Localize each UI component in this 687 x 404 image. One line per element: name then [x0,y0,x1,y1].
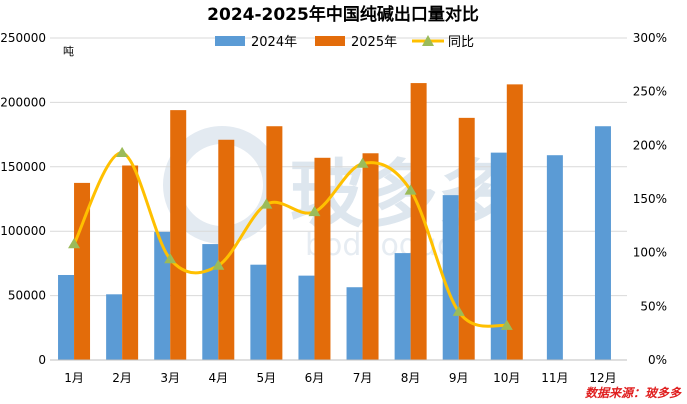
legend-label-0: 2024年 [251,35,297,50]
yoy-marker-7 [404,184,417,195]
yoy-marker-5 [308,205,321,217]
bar-0-9 [490,152,507,360]
bar-1-4 [266,126,283,360]
legend-swatch-0 [215,36,245,46]
yoy-marker-6 [356,157,369,168]
left-tick-label: 0 [38,353,46,367]
yoy-marker-2 [164,253,177,264]
yoy-marker-3 [212,259,225,270]
bar-1-2 [170,110,187,361]
bar-1-9 [506,84,523,361]
line-series [68,146,513,330]
x-tick-label: 2月 [112,371,132,385]
legend-label-2: 同比 [448,35,474,50]
right-tick-label: 100% [633,246,667,260]
x-tick-label: 11月 [541,371,568,385]
x-tick-label: 9月 [449,371,469,385]
right-tick-label: 200% [633,138,667,152]
legend-swatch-1 [315,36,345,46]
bar-0-11 [594,126,611,360]
bar-0-8 [442,195,459,360]
right-tick-label: 250% [633,85,667,99]
legend: 2024年 2025年 同比 [215,35,474,50]
bar-1-6 [362,153,379,360]
bar-series [58,83,611,361]
left-tick-label: 150000 [0,160,46,174]
unit-label: 吨 [63,45,74,58]
x-tick-label: 10月 [493,371,520,385]
right-tick-label: 50% [640,299,667,313]
yoy-marker-9 [500,319,513,330]
bar-0-1 [106,294,123,360]
left-axis-ticks: 0 50000 100000 150000 200000 250000 [0,31,46,367]
bar-1-8 [458,117,475,360]
x-tick-label: 5月 [257,371,277,385]
bar-1-3 [218,139,235,360]
left-tick-label: 100000 [0,224,46,238]
left-tick-label: 50000 [8,289,46,303]
yoy-marker-0 [68,238,81,249]
right-tick-label: 0% [648,353,667,367]
x-tick-label: 4月 [208,371,228,385]
x-axis-ticks: 1月 2月 3月 4月 5月 6月 7月 8月 9月 10月 11月 12月 [64,371,616,385]
bar-0-5 [298,275,315,360]
left-tick-label: 250000 [0,31,46,45]
x-tick-label: 12月 [589,371,616,385]
legend-marker-2 [422,35,434,46]
bar-0-3 [202,244,219,360]
bar-0-0 [58,274,75,360]
bar-1-1 [122,165,139,360]
right-tick-label: 300% [633,31,667,45]
x-tick-label: 3月 [160,371,180,385]
bar-1-5 [314,157,331,360]
yoy-marker-4 [260,198,273,209]
bar-1-0 [74,182,91,360]
bar-1-7 [410,83,427,360]
chart-title: 2024-2025年中国纯碱出口量对比 [207,4,479,25]
x-tick-label: 6月 [305,371,325,385]
yoy-line [72,151,508,328]
bar-0-4 [250,264,267,360]
right-tick-label: 150% [633,192,667,206]
right-axis-ticks: 0% 50% 100% 150% 200% 250% 300% [633,31,667,367]
x-tick-label: 7月 [353,371,373,385]
bar-0-7 [394,253,411,360]
x-tick-label: 1月 [64,371,84,385]
bar-0-6 [346,287,363,360]
bar-0-10 [546,155,563,360]
bar-0-2 [154,231,171,360]
x-tick-label: 8月 [401,371,421,385]
legend-label-1: 2025年 [351,35,397,50]
yoy-marker-1 [116,146,129,158]
source-label: 数据来源：玻多多 [585,386,682,400]
yoy-marker-8 [452,305,465,316]
left-tick-label: 200000 [0,95,46,109]
